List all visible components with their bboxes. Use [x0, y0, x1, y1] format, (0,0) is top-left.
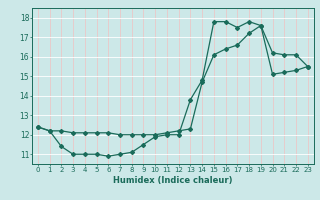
X-axis label: Humidex (Indice chaleur): Humidex (Indice chaleur): [113, 176, 233, 185]
